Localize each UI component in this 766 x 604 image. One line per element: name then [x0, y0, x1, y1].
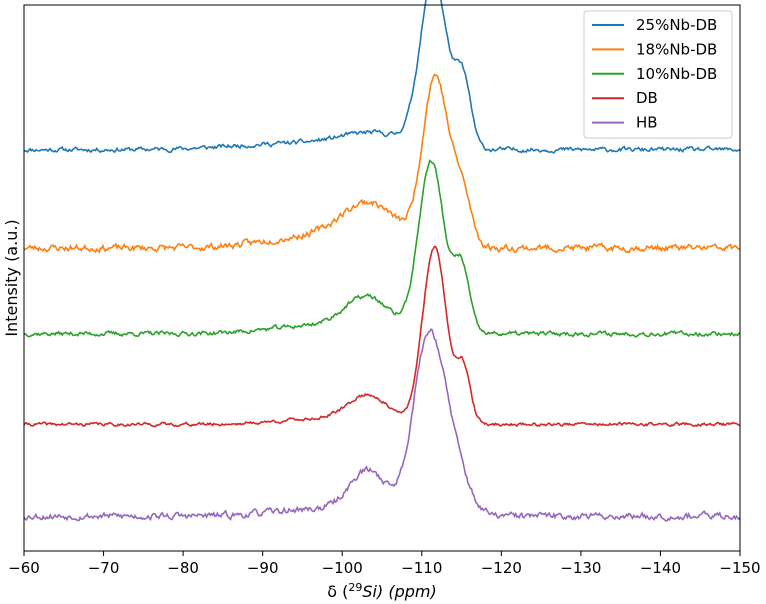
- x-tick-label: −130: [560, 559, 601, 577]
- x-axis-label: δ (29Si) (ppm): [327, 581, 436, 601]
- x-tick-label: −80: [167, 559, 199, 577]
- plot-frame: [23, 4, 741, 552]
- x-axis-ticks: −60 −70 −80 −90 −100 −110 −120 −130 −140 −150: [8, 551, 761, 577]
- x-tick-label: −100: [322, 559, 363, 577]
- x-tick-label: −150: [719, 559, 760, 577]
- x-tick-label: −140: [640, 559, 681, 577]
- x-label-sup: 29: [348, 581, 362, 594]
- series-line-db: [23, 245, 741, 428]
- x-tick-label: −90: [247, 559, 279, 577]
- series-line-hb: [23, 328, 741, 522]
- legend-label: 18%Nb-DB: [636, 40, 717, 58]
- x-tick-label: −70: [88, 559, 120, 577]
- x-tick-label: −110: [401, 559, 442, 577]
- legend: 25%Nb-DB 18%Nb-DB 10%Nb-DB DB HB: [583, 10, 733, 139]
- x-tick-label: −60: [8, 559, 40, 577]
- y-axis-label: Intensity (a.u.): [2, 219, 21, 336]
- series-line-18-nb-db: [23, 73, 741, 254]
- x-label-post: ) (ppm): [376, 582, 437, 601]
- x-tick-label: −120: [481, 559, 522, 577]
- series-line-10-nb-db: [23, 159, 741, 338]
- legend-label: DB: [636, 89, 658, 107]
- series-lines: [23, 0, 741, 522]
- series-line-25-nb-db: [23, 0, 741, 154]
- legend-label: HB: [636, 114, 658, 132]
- legend-label: 25%Nb-DB: [636, 16, 717, 34]
- x-label-si: Si: [362, 582, 377, 601]
- legend-box: [583, 10, 733, 139]
- legend-label: 10%Nb-DB: [636, 65, 717, 83]
- x-label-pre: δ (: [327, 582, 348, 601]
